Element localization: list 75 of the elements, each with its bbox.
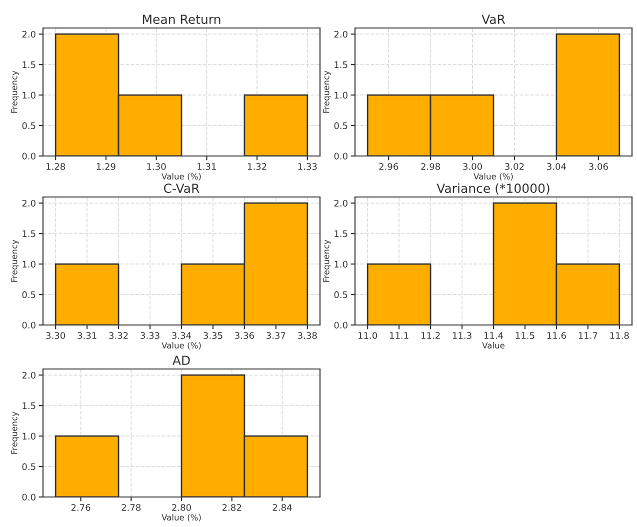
- y-tick-label: 0.0: [22, 322, 36, 329]
- x-tick-label: 3.38: [298, 332, 317, 339]
- x-tick-label: 1.33: [298, 163, 317, 170]
- y-tick-label: 1.0: [334, 92, 348, 99]
- chart-title: C-VaR: [164, 184, 200, 194]
- y-tick-label: 2.0: [22, 372, 36, 379]
- x-tick-label: 11.6: [547, 332, 566, 339]
- x-tick-label: 11.3: [452, 332, 472, 339]
- x-tick-label: 3.37: [266, 332, 286, 339]
- y-axis-title: Frequency: [11, 412, 19, 454]
- x-tick-label: 1.32: [248, 163, 266, 170]
- y-tick-label: 0.5: [22, 463, 36, 470]
- x-tick-label: 2.82: [222, 504, 242, 511]
- x-axis-title: Value (%): [162, 514, 201, 522]
- x-tick-label: 3.00: [463, 163, 482, 170]
- x-tick-label: 3.02: [505, 163, 524, 170]
- x-tick-label: 3.34: [172, 332, 192, 339]
- y-tick-label: 0.0: [334, 322, 348, 329]
- x-axis-title: Value: [482, 342, 504, 349]
- y-tick-label: 1.0: [22, 260, 36, 268]
- x-tick-label: 3.04: [547, 163, 566, 170]
- x-axis-title: Value (%): [162, 342, 201, 350]
- x-axis-title: Value (%): [474, 173, 513, 180]
- y-tick-label: 1.5: [22, 402, 36, 410]
- chart-title: VaR: [482, 14, 506, 24]
- x-axis-title: Value (%): [162, 173, 201, 180]
- y-tick-label: 0.5: [334, 291, 348, 298]
- chart-title: Mean Return: [142, 14, 220, 24]
- x-tick-label: 11.5: [516, 332, 534, 339]
- chart-title: Variance (*10000): [436, 183, 550, 194]
- x-tick-label: 2.78: [122, 504, 141, 511]
- y-tick-label: 0.0: [22, 152, 36, 160]
- x-tick-label: 1.28: [46, 163, 66, 170]
- x-tick-label: 3.33: [140, 332, 160, 339]
- y-tick-label: 2.0: [22, 30, 36, 38]
- y-tick-label: 1.0: [22, 92, 36, 99]
- y-tick-label: 2.0: [334, 200, 348, 207]
- y-tick-label: 0.5: [22, 122, 36, 130]
- x-tick-label: 11.2: [421, 332, 440, 339]
- x-tick-label: 1.30: [147, 163, 166, 170]
- y-tick-label: 2.0: [334, 30, 348, 38]
- x-tick-label: 2.80: [172, 504, 191, 511]
- y-tick-label: 1.5: [334, 230, 348, 238]
- x-tick-label: 11.0: [358, 332, 378, 339]
- x-tick-label: 3.06: [589, 163, 608, 170]
- y-axis-title: Frequency: [11, 70, 19, 113]
- x-tick-label: 11.7: [578, 332, 598, 339]
- x-tick-label: 11.4: [484, 332, 504, 339]
- x-tick-label: 3.36: [235, 332, 254, 339]
- x-tick-label: 2.84: [272, 504, 292, 511]
- x-tick-label: 2.98: [421, 163, 440, 170]
- y-tick-label: 1.5: [334, 61, 348, 68]
- y-tick-label: 1.0: [334, 260, 348, 268]
- y-tick-label: 1.5: [22, 230, 36, 238]
- y-axis-title: Frequency: [323, 240, 331, 282]
- x-tick-label: 1.31: [198, 163, 216, 170]
- y-tick-label: 0.0: [334, 152, 348, 160]
- chart-title: AD: [172, 356, 190, 365]
- y-tick-label: 2.0: [22, 200, 36, 207]
- x-tick-label: 2.76: [71, 504, 90, 511]
- y-tick-label: 1.5: [22, 61, 36, 68]
- y-axis-title: Frequency: [323, 70, 331, 113]
- x-tick-label: 2.96: [379, 163, 398, 170]
- x-tick-label: 3.30: [46, 332, 66, 339]
- x-tick-label: 3.31: [78, 332, 96, 339]
- x-tick-label: 11.1: [390, 332, 408, 339]
- y-tick-label: 0.5: [334, 122, 348, 130]
- y-tick-label: 1.0: [22, 432, 36, 440]
- y-tick-label: 0.0: [22, 494, 36, 501]
- x-tick-label: 1.29: [96, 163, 116, 170]
- x-tick-label: 3.32: [109, 332, 128, 339]
- x-tick-label: 3.35: [204, 332, 222, 339]
- y-tick-label: 0.5: [22, 291, 36, 298]
- y-axis-title: Frequency: [11, 240, 19, 282]
- x-tick-label: 11.8: [610, 332, 629, 339]
